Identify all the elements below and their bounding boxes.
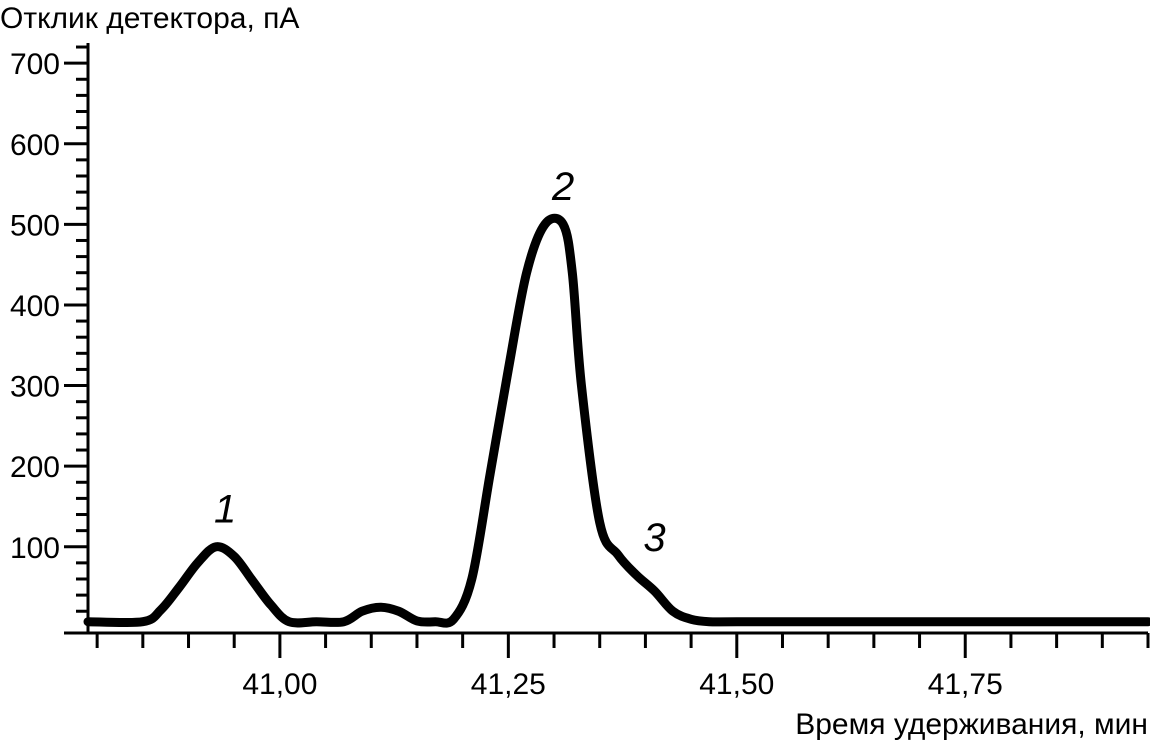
series-line <box>83 213 1150 628</box>
y-tick-label: 600 <box>10 129 60 162</box>
x-tick-label: 41,25 <box>471 668 546 701</box>
peak-label: 3 <box>643 516 665 560</box>
y-tick-label: 200 <box>10 451 60 484</box>
y-tick-label: 100 <box>10 532 60 565</box>
x-tick-label: 41,50 <box>699 668 774 701</box>
x-tick-label: 41,75 <box>928 668 1003 701</box>
x-axis-title: Время удерживания, мин <box>795 708 1148 741</box>
peak-label: 2 <box>551 165 574 209</box>
x-axis-ticks: 41,00 41,25 41,50 41,75 <box>95 633 1150 701</box>
y-axis-ticks: 100 200 300 400 500 600 700 <box>10 45 88 613</box>
peak-label: 1 <box>214 488 236 532</box>
peak-labels: 1 2 3 <box>214 165 666 560</box>
x-tick-label: 41,00 <box>242 668 317 701</box>
y-tick-label: 500 <box>10 209 60 242</box>
y-tick-label: 300 <box>10 371 60 404</box>
y-tick-label: 700 <box>10 48 60 81</box>
y-tick-label: 400 <box>10 290 60 323</box>
y-axis-title: Отклик детектора, пА <box>0 2 299 35</box>
